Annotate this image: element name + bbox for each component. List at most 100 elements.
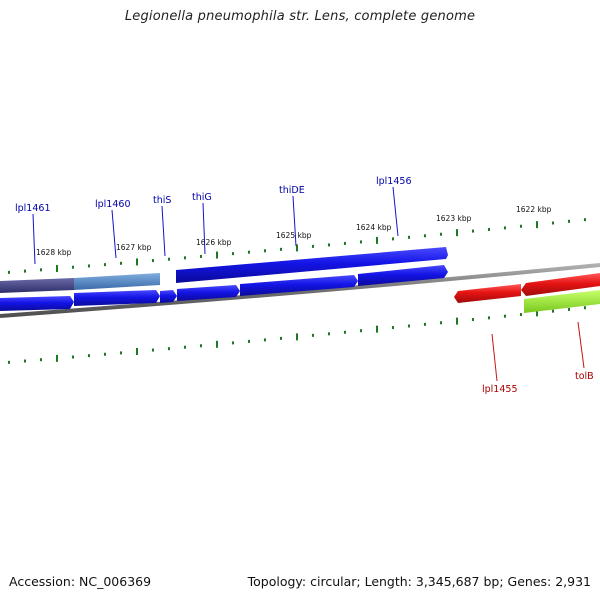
gene-reverse-arrow[interactable] [454,284,521,303]
gene-label-lpl1461[interactable]: lpl1461 [15,203,51,214]
ruler-minor-tick [392,237,394,241]
ruler-major-tick [376,236,378,244]
ruler-minor-tick [552,309,554,313]
ruler-minor-tick [152,348,154,352]
ruler-minor-tick [440,232,442,236]
ruler-minor-tick [40,358,42,362]
ruler-minor-tick [488,316,490,320]
ruler-major-tick [136,258,138,266]
gene-highlight-green[interactable] [524,290,600,313]
ruler-minor-tick [424,322,426,326]
ruler-minor-tick [152,259,154,263]
ruler-minor-tick [584,306,586,310]
gene-forward-arrow[interactable] [358,265,448,286]
gene-label-thiDE[interactable]: thiDE [279,185,305,196]
ruler-minor-tick [248,339,250,343]
ruler-minor-tick [520,313,522,317]
gene-label-lpl1460[interactable]: lpl1460 [95,199,131,210]
ruler-minor-tick [568,307,570,311]
ruler-label: 1628 kbp [36,248,72,257]
gene-forward-arrow[interactable] [176,247,448,283]
label-leader-line [32,213,36,265]
ruler-minor-tick [72,355,74,359]
ruler-minor-tick [248,250,250,254]
ruler-minor-tick [344,330,346,334]
gene-forward-arrow[interactable] [240,275,358,296]
map-title: Legionella pneumophila str. Lens, comple… [124,9,476,24]
ruler-minor-tick [232,252,234,256]
ruler-ticks-forward [8,218,586,274]
ruler-minor-tick [72,265,74,269]
ruler-label: 1624 kbp [356,223,392,232]
ruler-minor-tick [472,229,474,233]
ruler-minor-tick [184,256,186,260]
ruler-major-tick [56,354,58,362]
ruler-minor-tick [8,270,10,274]
gene-label-lpl1455[interactable]: lpl1455 [482,384,518,395]
gene-label-lpl1456[interactable]: lpl1456 [376,176,412,187]
gene-forward-arrow[interactable] [177,285,240,301]
ruler-major-tick [296,244,298,252]
label-leader-line [161,205,166,257]
topology-summary-text: Topology: circular; Length: 3,345,687 bp… [247,574,591,589]
label-leader-line [292,195,297,247]
ruler-major-tick [456,229,458,237]
ruler-minor-tick [344,241,346,245]
gene-label-tolB[interactable]: tolB [575,371,594,382]
accession-text: Accession: NC_006369 [9,574,152,589]
gene-reverse-arrow[interactable] [521,273,600,296]
gene-forward-arrow[interactable] [74,290,160,306]
ruler-minor-tick [440,321,442,325]
label-leader-line [111,209,117,259]
ruler-minor-tick [104,352,106,356]
ruler-minor-tick [168,257,170,261]
ruler-minor-tick [264,249,266,253]
ruler-label: 1625 kbp [276,231,312,240]
label-leader-line [491,333,498,382]
ruler-minor-tick [8,360,10,364]
ruler-minor-tick [312,244,314,248]
ruler-minor-tick [328,243,330,247]
ruler-label: 1622 kbp [516,205,552,214]
label-leader-line [202,202,206,255]
ruler-label: 1627 kbp [116,243,152,252]
ruler-minor-tick [520,224,522,228]
gene-highlight-light[interactable] [74,273,160,290]
ruler-major-tick [456,317,458,325]
ruler-minor-tick [280,247,282,251]
ruler-minor-tick [200,254,202,258]
ruler-minor-tick [40,268,42,272]
ruler-minor-tick [504,314,506,318]
ruler-minor-tick [24,359,26,363]
ruler-minor-tick [184,345,186,349]
ruler-minor-tick [360,329,362,333]
gene-label-thiG[interactable]: thiG [192,192,212,203]
ruler-major-tick [216,251,218,259]
ruler-minor-tick [88,354,90,358]
genome-backbone [0,263,600,318]
ruler-minor-tick [280,336,282,340]
ruler-ticks-reverse [8,306,586,364]
ruler-minor-tick [408,235,410,239]
ruler-minor-tick [168,347,170,351]
ruler-minor-tick [312,333,314,337]
ruler-label: 1626 kbp [196,238,232,247]
ruler-minor-tick [360,240,362,244]
ruler-minor-tick [584,218,586,222]
ruler-minor-tick [568,219,570,223]
ruler-minor-tick [408,324,410,328]
gene-highlight-dark[interactable] [0,278,74,293]
ruler-minor-tick [488,227,490,231]
ruler-minor-tick [104,263,106,267]
ruler-minor-tick [424,234,426,238]
ruler-minor-tick [392,326,394,330]
ruler-major-tick [536,309,538,317]
ruler-major-tick [296,333,298,341]
gene-forward-arrow[interactable] [0,296,74,311]
ruler-minor-tick [328,332,330,336]
gene-forward-arrow[interactable] [160,290,177,303]
ruler-major-tick [216,340,218,348]
ruler-major-tick [56,265,58,273]
gene-label-thiS[interactable]: thiS [153,195,171,206]
